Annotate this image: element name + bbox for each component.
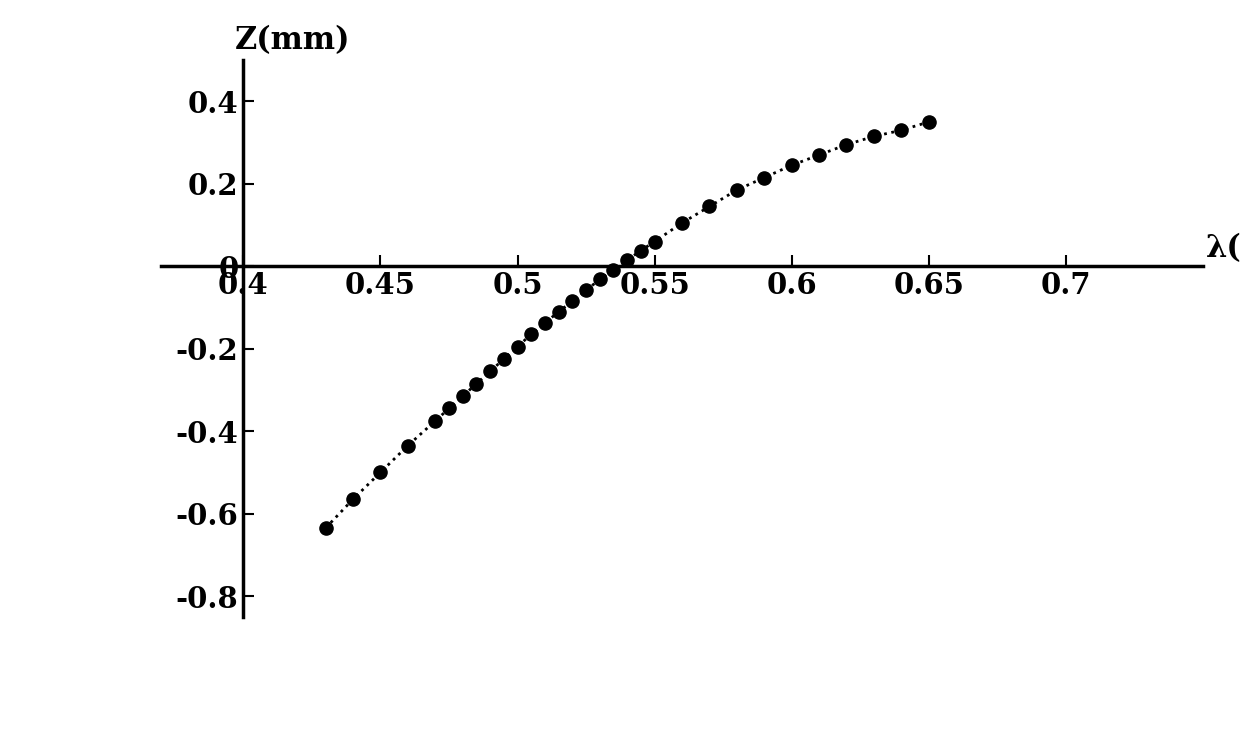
Point — [549, 305, 569, 317]
Point — [316, 522, 336, 534]
Point — [563, 296, 583, 308]
Point — [919, 116, 939, 128]
Text: λ(μm): λ(μm) — [1205, 233, 1240, 264]
Point — [577, 284, 596, 296]
Point — [864, 130, 884, 142]
Point — [590, 274, 610, 286]
Point — [466, 378, 486, 390]
Point — [781, 159, 801, 171]
Point — [699, 201, 719, 213]
Point — [645, 235, 665, 247]
Point — [480, 365, 500, 378]
Point — [810, 149, 830, 161]
Point — [439, 402, 459, 414]
Point — [672, 217, 692, 229]
Point — [754, 171, 774, 183]
Point — [604, 265, 624, 277]
Point — [453, 390, 472, 402]
Point — [398, 440, 418, 452]
Point — [534, 317, 554, 329]
Text: Z(mm): Z(mm) — [236, 25, 351, 56]
Point — [892, 124, 911, 136]
Point — [631, 244, 651, 256]
Point — [371, 466, 391, 478]
Point — [425, 415, 445, 427]
Point — [837, 138, 857, 150]
Point — [521, 329, 541, 341]
Point — [618, 254, 637, 266]
Point — [727, 184, 746, 196]
Point — [494, 353, 513, 365]
Point — [343, 493, 363, 505]
Point — [507, 341, 527, 353]
